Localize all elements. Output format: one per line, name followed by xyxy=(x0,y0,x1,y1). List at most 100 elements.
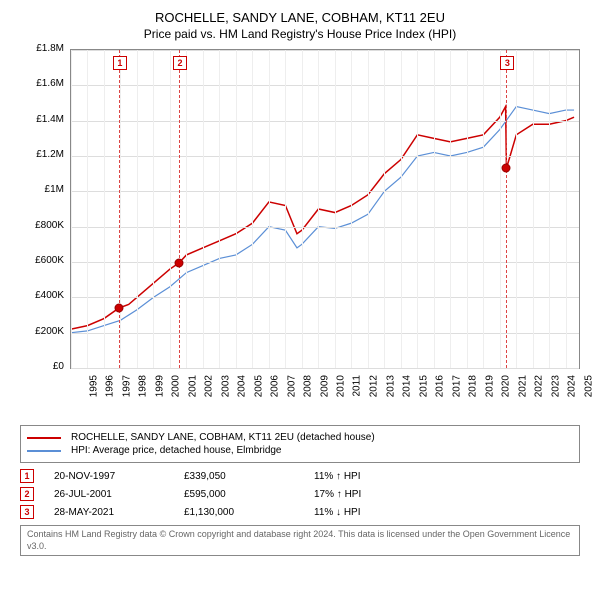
chart-area: 123 £0£200K£400K£600K£800K£1M£1.2M£1.4M£… xyxy=(20,49,580,419)
legend-label: HPI: Average price, detached house, Elmb… xyxy=(71,445,282,456)
x-axis-label: 2011 xyxy=(351,375,362,397)
x-axis-label: 2008 xyxy=(303,375,314,397)
x-axis-label: 2015 xyxy=(418,375,429,397)
x-axis-label: 2006 xyxy=(270,375,281,397)
y-axis-label: £1M xyxy=(24,184,64,195)
y-axis-label: £800K xyxy=(24,220,64,231)
y-axis-label: £1.4M xyxy=(24,114,64,125)
gridline-v xyxy=(236,50,237,368)
gridline-h xyxy=(71,297,579,298)
y-axis-label: £600K xyxy=(24,255,64,266)
gridline-v xyxy=(269,50,270,368)
event-marker-dot xyxy=(175,258,184,267)
gridline-h xyxy=(71,121,579,122)
event-price: £339,050 xyxy=(184,471,314,482)
x-axis-label: 2004 xyxy=(237,375,248,397)
gridline-h xyxy=(71,50,579,51)
gridline-v xyxy=(351,50,352,368)
chart-subtitle: Price paid vs. HM Land Registry's House … xyxy=(8,27,592,41)
legend-swatch xyxy=(27,450,61,452)
gridline-v xyxy=(219,50,220,368)
event-marker-line xyxy=(119,50,120,368)
gridline-v xyxy=(137,50,138,368)
x-axis-label: 2012 xyxy=(369,375,380,397)
gridline-v xyxy=(566,50,567,368)
x-axis-label: 2021 xyxy=(517,375,528,397)
x-axis-label: 1996 xyxy=(105,375,116,397)
x-axis-label: 2002 xyxy=(204,375,215,397)
event-date: 28-MAY-2021 xyxy=(54,507,184,518)
chart-title: ROCHELLE, SANDY LANE, COBHAM, KT11 2EU xyxy=(8,10,592,25)
y-axis-label: £0 xyxy=(24,361,64,372)
gridline-v xyxy=(533,50,534,368)
event-marker-badge: 2 xyxy=(173,56,187,70)
gridline-v xyxy=(417,50,418,368)
gridline-v xyxy=(285,50,286,368)
x-axis-label: 2023 xyxy=(550,375,561,397)
x-axis-label: 2000 xyxy=(171,375,182,397)
event-marker-line xyxy=(506,50,507,368)
y-axis-label: £1.8M xyxy=(24,43,64,54)
gridline-v xyxy=(434,50,435,368)
legend-item: ROCHELLE, SANDY LANE, COBHAM, KT11 2EU (… xyxy=(27,432,573,443)
x-axis-label: 2024 xyxy=(567,375,578,397)
gridline-v xyxy=(120,50,121,368)
legend-label: ROCHELLE, SANDY LANE, COBHAM, KT11 2EU (… xyxy=(71,432,375,443)
gridline-v xyxy=(450,50,451,368)
gridline-h xyxy=(71,85,579,86)
gridline-v xyxy=(71,50,72,368)
event-marker-dot xyxy=(502,164,511,173)
gridline-v xyxy=(252,50,253,368)
y-axis-label: £1.6M xyxy=(24,78,64,89)
series-rochelle xyxy=(71,107,574,330)
legend-swatch xyxy=(27,437,61,439)
gridline-v xyxy=(335,50,336,368)
series-hpi xyxy=(71,107,574,333)
x-axis-label: 1997 xyxy=(121,375,132,397)
x-axis-label: 2019 xyxy=(484,375,495,397)
x-axis-label: 2014 xyxy=(402,375,413,397)
gridline-v xyxy=(516,50,517,368)
event-date: 26-JUL-2001 xyxy=(54,489,184,500)
x-axis-label: 2007 xyxy=(286,375,297,397)
gridline-v xyxy=(186,50,187,368)
event-delta: 11% ↑ HPI xyxy=(314,471,414,482)
event-row: 2 26-JUL-2001£595,00017% ↑ HPI xyxy=(20,487,580,501)
event-marker-badge: 1 xyxy=(113,56,127,70)
x-axis-label: 2010 xyxy=(336,375,347,397)
event-delta: 17% ↑ HPI xyxy=(314,489,414,500)
gridline-h xyxy=(71,191,579,192)
event-price: £1,130,000 xyxy=(184,507,314,518)
gridline-v xyxy=(483,50,484,368)
event-row: 3 28-MAY-2021£1,130,00011% ↓ HPI xyxy=(20,505,580,519)
x-axis-label: 2020 xyxy=(501,375,512,397)
x-axis-label: 1998 xyxy=(138,375,149,397)
event-date: 20-NOV-1997 xyxy=(54,471,184,482)
y-axis-label: £200K xyxy=(24,326,64,337)
line-series-svg xyxy=(71,50,579,368)
gridline-v xyxy=(549,50,550,368)
gridline-v xyxy=(302,50,303,368)
legend-item: HPI: Average price, detached house, Elmb… xyxy=(27,445,573,456)
event-number-badge: 3 xyxy=(20,505,34,519)
x-axis-label: 2001 xyxy=(187,375,198,397)
event-marker-dot xyxy=(114,304,123,313)
event-price: £595,000 xyxy=(184,489,314,500)
gridline-v xyxy=(318,50,319,368)
event-number-badge: 2 xyxy=(20,487,34,501)
x-axis-label: 2005 xyxy=(253,375,264,397)
gridline-v xyxy=(104,50,105,368)
x-axis-label: 2016 xyxy=(435,375,446,397)
gridline-h xyxy=(71,368,579,369)
gridline-v xyxy=(153,50,154,368)
x-axis-label: 1999 xyxy=(154,375,165,397)
event-delta: 11% ↓ HPI xyxy=(314,507,414,518)
gridline-v xyxy=(500,50,501,368)
gridline-v xyxy=(203,50,204,368)
gridline-v xyxy=(467,50,468,368)
gridline-h xyxy=(71,156,579,157)
gridline-h xyxy=(71,227,579,228)
x-axis-label: 2025 xyxy=(583,375,594,397)
x-axis-label: 2017 xyxy=(451,375,462,397)
event-number-badge: 1 xyxy=(20,469,34,483)
